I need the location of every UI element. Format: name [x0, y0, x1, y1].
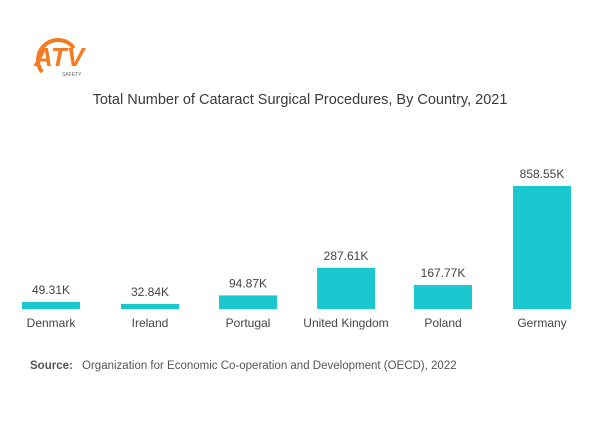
- bar-ireland: [121, 304, 179, 309]
- bar-denmark: [22, 301, 80, 309]
- bars-group: 49.31K Denmark 32.84K Ireland 94.87K Portugal…: [22, 167, 571, 330]
- bar-united-kingdom: [317, 267, 375, 309]
- source-label: Source:: [30, 360, 73, 372]
- logo-text: ATV: [33, 42, 87, 72]
- value-label: 167.77K: [421, 266, 466, 280]
- category-label: Germany: [517, 316, 566, 330]
- atv-logo: ATV SAFETY: [28, 28, 104, 80]
- logo-subtext: SAFETY: [62, 72, 82, 78]
- value-label: 858.55K: [520, 167, 565, 181]
- source-text: Organization for Economic Co-operation a…: [82, 360, 457, 372]
- category-label: Ireland: [132, 316, 169, 330]
- bar-germany: [513, 186, 571, 309]
- category-label: Denmark: [27, 316, 77, 330]
- bar-poland: [414, 284, 472, 309]
- value-label: 94.87K: [229, 276, 267, 290]
- category-label: United Kingdom: [303, 316, 388, 330]
- category-label: Poland: [424, 316, 461, 330]
- source-note: Source: Organization for Economic Co-ope…: [30, 360, 457, 372]
- bar-chart: 49.31K Denmark 32.84K Ireland 94.87K Portugal…: [22, 167, 571, 330]
- chart-title: Total Number of Cataract Surgical Proced…: [92, 92, 508, 108]
- bar-portugal: [219, 295, 277, 309]
- value-label: 32.84K: [131, 285, 169, 299]
- value-label: 287.61K: [324, 249, 369, 263]
- category-label: Portugal: [226, 316, 271, 330]
- value-label: 49.31K: [32, 283, 70, 297]
